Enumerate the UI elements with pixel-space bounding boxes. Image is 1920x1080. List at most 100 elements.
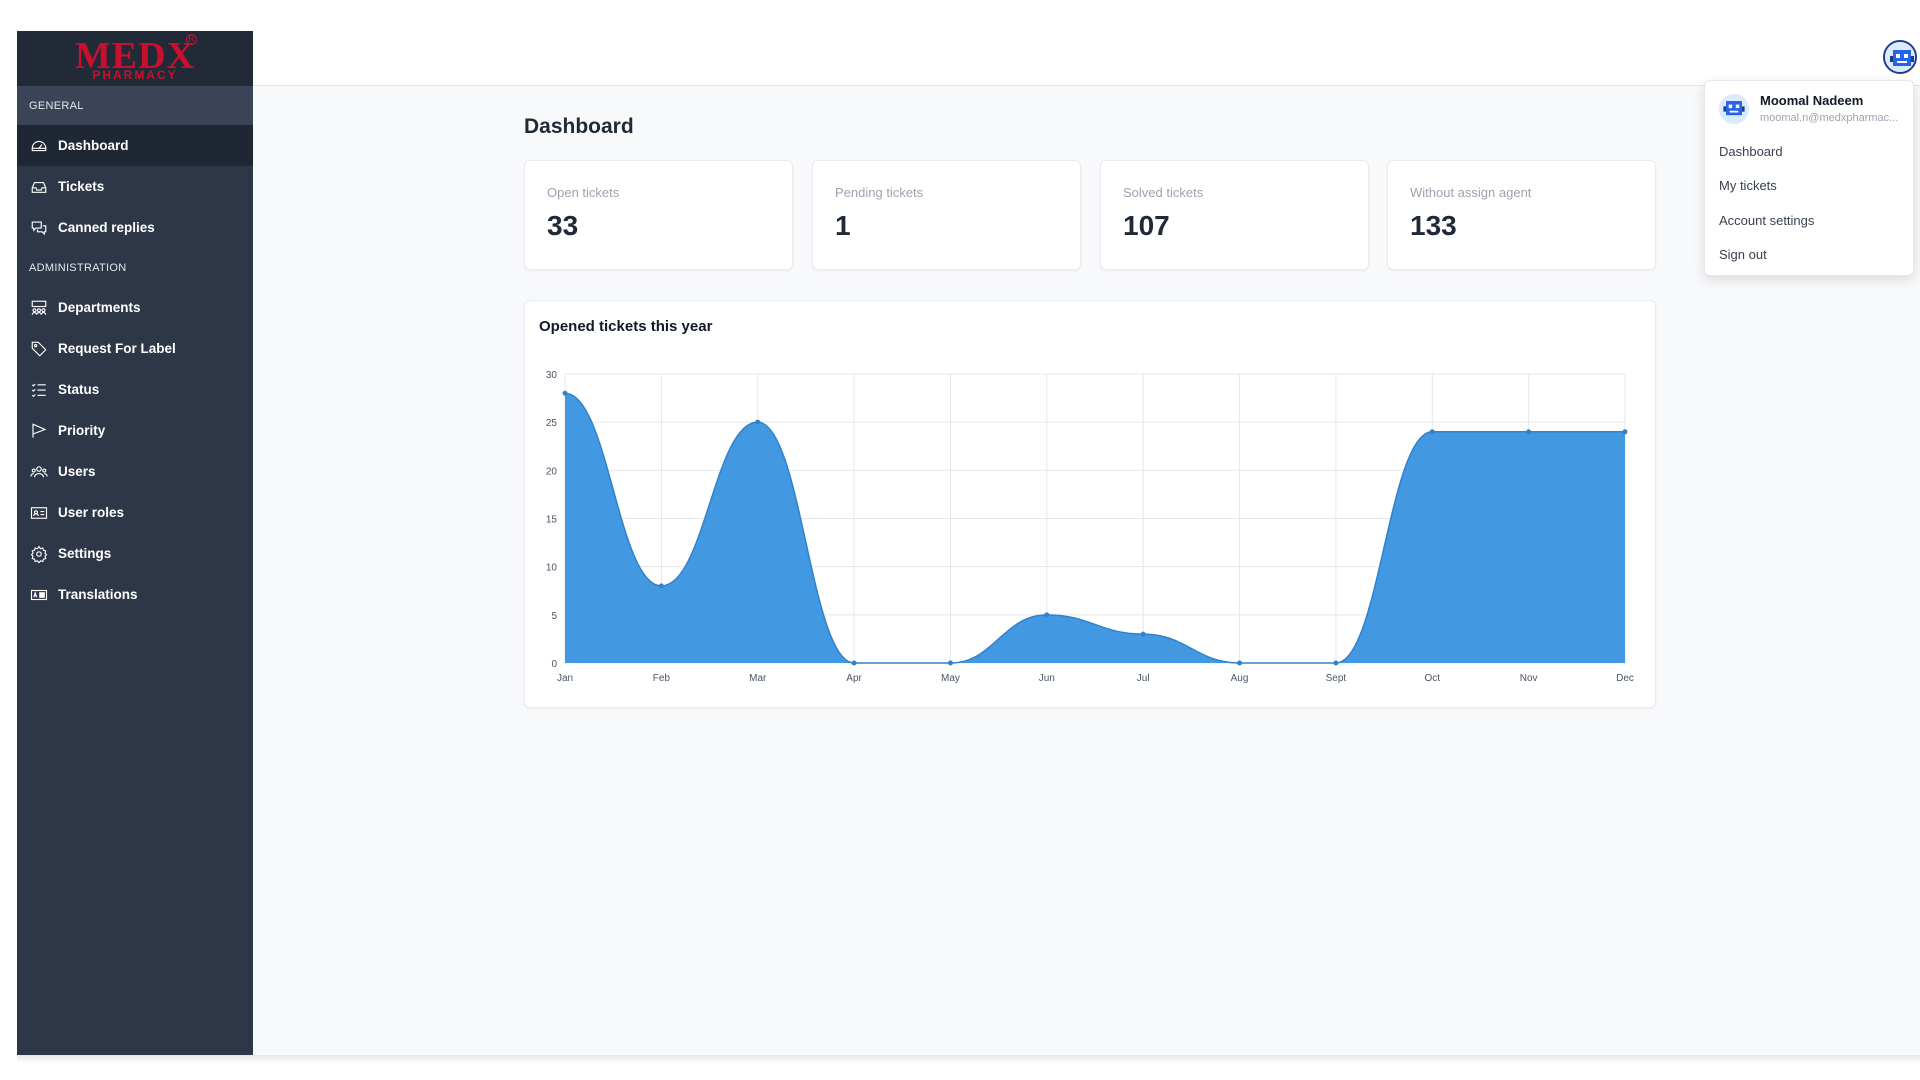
logo-main-text: MEDX (74, 34, 196, 77)
sidebar-item-label: Dashboard (58, 138, 129, 153)
sidebar-item-priority[interactable]: Priority (17, 410, 253, 451)
sidebar-item-status[interactable]: Status (17, 369, 253, 410)
menu-item-dashboard[interactable]: Dashboard (1719, 144, 1783, 159)
stat-card-pending-tickets[interactable]: Pending tickets 1 (812, 160, 1081, 270)
data-point (755, 419, 761, 425)
user-avatar-button[interactable] (1883, 40, 1917, 74)
data-point (1622, 429, 1628, 435)
logo-sub-text: PHARMACY (92, 67, 178, 82)
x-tick-label: Feb (653, 673, 671, 684)
sidebar-item-label: Users (58, 464, 96, 479)
x-tick-label: Sept (1326, 673, 1347, 684)
y-tick-label: 15 (546, 515, 558, 526)
sidebar-item-label: Settings (58, 546, 112, 561)
sidebar-item-label: Canned replies (58, 220, 155, 235)
stat-card-open-tickets[interactable]: Open tickets 33 (524, 160, 793, 270)
sidebar-item-label: Priority (58, 423, 106, 438)
series-area (565, 393, 1625, 663)
data-point (658, 583, 664, 589)
y-tick-label: 30 (546, 370, 558, 381)
dropdown-user-email: moomal.n@medxpharmac... (1760, 112, 1899, 124)
sidebar-item-tickets[interactable]: Tickets (17, 166, 253, 207)
data-point (947, 660, 953, 666)
sidebar-item-users[interactable]: Users (17, 451, 253, 492)
data-point (1237, 660, 1243, 666)
y-tick-label: 10 (546, 563, 558, 574)
sidebar-item-label: User roles (58, 505, 125, 520)
y-tick-label: 5 (551, 611, 557, 622)
opened-tickets-chart: 0 5 10 15 20 25 30 Jan Feb Mar Apr May Jun Jul Aug Sept… (546, 370, 1634, 684)
x-tick-label: Dec (1616, 673, 1634, 684)
dashboard-gauge-icon (29, 136, 49, 156)
sidebar-item-user-roles[interactable]: User roles (17, 492, 253, 533)
x-tick-label: May (941, 673, 960, 684)
tag-icon (29, 339, 49, 359)
x-tick-label: Oct (1424, 673, 1440, 684)
dropdown-user-name: Moomal Nadeem (1760, 93, 1864, 108)
translate-icon (29, 585, 49, 605)
logo-wordmark: MEDX PHARMACY (75, 37, 195, 81)
user-dropdown-menu: Moomal Nadeem moomal.n@medxpharmac... Da… (1704, 80, 1914, 276)
stat-label: Pending tickets (835, 185, 924, 200)
dropdown-user-header: Moomal Nadeem moomal.n@medxpharmac... (1719, 93, 1908, 124)
sidebar-item-label: Translations (58, 587, 138, 602)
dropdown-avatar (1719, 93, 1749, 124)
sidebar-item-translations[interactable]: Translations (17, 574, 253, 615)
stat-card-solved-tickets[interactable]: Solved tickets 107 (1100, 160, 1369, 270)
chat-bubbles-icon (29, 218, 49, 238)
sidebar-item-departments[interactable]: Departments (17, 287, 253, 328)
data-point (1333, 660, 1339, 666)
stat-value: 1 (835, 210, 851, 241)
data-point (1140, 631, 1146, 637)
stat-label: Solved tickets (1123, 185, 1204, 200)
y-tick-label: 25 (546, 418, 558, 429)
stat-value: 107 (1123, 210, 1170, 241)
section-general-title: GENERAL (17, 86, 253, 125)
bottom-edge-shadow (17, 1055, 1920, 1063)
sidebar-item-request-for-label[interactable]: Request For Label (17, 328, 253, 369)
page-title: Dashboard (524, 115, 634, 138)
sidebar-item-label: Tickets (58, 179, 105, 194)
x-tick-label: Jun (1039, 673, 1055, 684)
sidebar: MEDX PHARMACY R GENERAL Dashboard Ticket… (17, 31, 253, 1058)
chart-card: Opened tickets this year 0 5 10 15 20 25 30 Jan… (524, 300, 1656, 708)
id-card-icon (29, 503, 49, 523)
menu-item-my-tickets[interactable]: My tickets (1719, 178, 1777, 193)
x-tick-label: Aug (1231, 673, 1249, 684)
x-tick-label: Mar (749, 673, 767, 684)
section-administration-title: ADMINISTRATION (29, 261, 127, 274)
x-tick-label: Jan (557, 673, 573, 684)
dropdown-user-info: Moomal Nadeem moomal.n@medxpharmac... (1760, 93, 1908, 124)
menu-item-sign-out[interactable]: Sign out (1719, 247, 1767, 262)
x-tick-label: Jul (1137, 673, 1150, 684)
sidebar-item-label: Status (58, 382, 100, 397)
x-tick-label: Nov (1520, 673, 1538, 684)
sidebar-item-settings[interactable]: Settings (17, 533, 253, 574)
stat-card-without-assign-agent[interactable]: Without assign agent 133 (1387, 160, 1656, 270)
avatar-pixel-icon (1719, 93, 1749, 124)
departments-icon (29, 298, 49, 318)
x-tick-label: Apr (846, 673, 862, 684)
sidebar-item-dashboard[interactable]: Dashboard (17, 125, 253, 166)
sidebar-item-canned-replies[interactable]: Canned replies (17, 207, 253, 248)
registered-mark: R (186, 34, 197, 45)
data-point (1044, 612, 1050, 618)
y-tick-label: 20 (546, 466, 558, 477)
stat-label: Open tickets (547, 185, 620, 200)
data-point (851, 660, 857, 666)
users-icon (29, 462, 49, 482)
stat-value: 133 (1410, 210, 1457, 241)
data-point (1429, 429, 1435, 435)
flag-icon (29, 421, 49, 441)
sidebar-item-label: Departments (58, 300, 141, 315)
menu-item-account-settings[interactable]: Account settings (1719, 213, 1815, 228)
data-point (1526, 429, 1532, 435)
stat-label: Without assign agent (1410, 185, 1532, 200)
chart-title: Opened tickets this year (539, 318, 713, 335)
list-check-icon (29, 380, 49, 400)
brand-logo[interactable]: MEDX PHARMACY R (17, 31, 253, 86)
stat-value: 33 (547, 210, 579, 241)
inbox-icon (29, 177, 49, 197)
top-bar (253, 31, 1920, 86)
y-tick-label: 0 (551, 659, 557, 670)
